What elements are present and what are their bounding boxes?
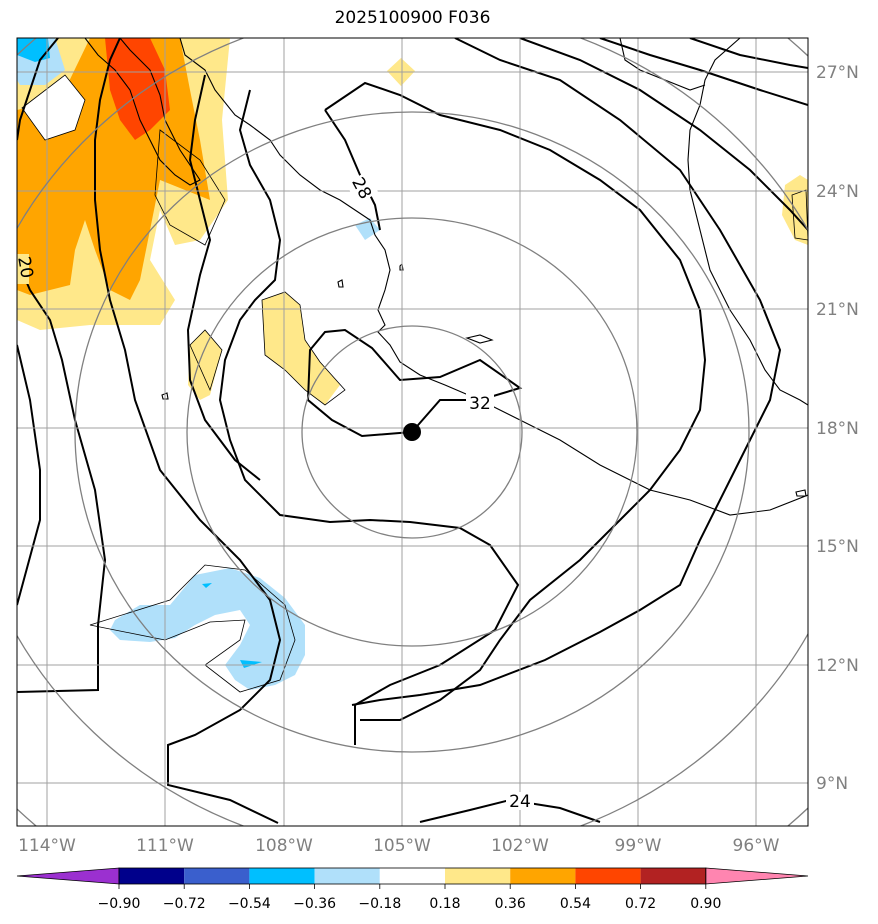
shade-red-nw: [105, 38, 170, 140]
colorbar-segment: [510, 868, 576, 884]
shade-cyan-sw1: [202, 583, 212, 588]
colorbar-segment: [184, 868, 250, 884]
lat-label: 27°N: [816, 63, 859, 83]
lon-label: 102°W: [491, 836, 549, 856]
shade-yellow-east: [782, 175, 808, 245]
isoline-20-east3: [689, 38, 808, 69]
map-title: 2025100900 F036: [334, 8, 491, 28]
lon-label: 99°W: [615, 836, 662, 856]
isoline-24-west2: [17, 38, 59, 141]
shade-white-nw: [22, 75, 85, 140]
lat-label: 15°N: [816, 537, 859, 557]
lat-axis-labels: 27°N 24°N 21°N 18°N 15°N 12°N 9°N: [816, 63, 859, 794]
lat-label: 21°N: [816, 300, 859, 320]
colorbar-tick-labels: −0.90 −0.72 −0.54 −0.36 −0.18 0.18 0.36 …: [98, 896, 722, 912]
thin-contours: [21, 74, 808, 693]
colorbar-extend-min: [16, 867, 120, 885]
shade-cyan-nw: [17, 38, 50, 62]
thick-isolines: [17, 38, 808, 824]
range-ring-3: [74, 111, 750, 753]
colorbar-tick-label: 0.18: [429, 896, 460, 912]
colorbar-tick-label: 0.54: [560, 896, 591, 912]
gridlines: [17, 38, 808, 826]
colorbar-segment: [379, 868, 445, 884]
coast-islet3: [465, 334, 494, 344]
lon-label: 105°W: [373, 836, 431, 856]
map-frame: [16, 37, 809, 827]
colorbar-segment: [575, 868, 641, 884]
isoline-20-east2: [519, 38, 808, 231]
isoline-24-east: [351, 38, 782, 706]
coast-inner: [619, 38, 706, 91]
isoline-28b: [324, 109, 381, 231]
colorbar-tick-label: −0.90: [98, 896, 141, 912]
shade-cyan-sw2: [240, 660, 262, 668]
shade-yellow-c1: [262, 292, 340, 405]
lon-label: 114°W: [18, 836, 76, 856]
colorbar-tick-label: 0.72: [625, 896, 656, 912]
colorbar-segment: [119, 868, 185, 884]
lon-label: 108°W: [255, 836, 313, 856]
lon-label: 96°W: [733, 836, 780, 856]
isoline-28c: [218, 89, 520, 745]
coast-islet1: [337, 279, 344, 288]
colorbar-tick-label: −0.72: [163, 896, 206, 912]
colorbar-tick-label: −0.54: [228, 896, 271, 912]
colorbar-tick-label: −0.18: [358, 896, 401, 912]
range-ring-2: [186, 217, 638, 647]
coast-mainland-west: [179, 38, 808, 516]
colorbar-tick-label: 0.90: [690, 896, 721, 912]
lat-label: 12°N: [816, 656, 859, 676]
coast-islet5: [795, 489, 807, 497]
storm-center-marker: [403, 423, 421, 441]
lat-label: 18°N: [816, 419, 859, 439]
isoline-32: [306, 328, 523, 438]
colorbar: −0.90 −0.72 −0.54 −0.36 −0.18 0.18 0.36 …: [16, 867, 809, 912]
isoline-20: [17, 259, 107, 693]
contour-label-20: 20: [13, 255, 36, 280]
colorbar-ticks: [118, 884, 707, 889]
colorbar-frame: [118, 867, 707, 885]
lat-label: 9°N: [816, 774, 848, 794]
coast-islet2: [399, 262, 404, 271]
colorbar-extend-max: [705, 867, 809, 885]
lon-axis-labels: 114°W 111°W 108°W 105°W 102°W 99°W 96°W: [18, 836, 780, 856]
coast-gulf-mexico: [687, 38, 808, 406]
colorbar-segment: [445, 868, 511, 884]
isoline-28d: [186, 74, 261, 481]
colorbar-segment: [640, 868, 706, 884]
colorbar-segment: [249, 868, 315, 884]
colorbar-tick-label: 0.36: [495, 896, 526, 912]
lon-label: 111°W: [136, 836, 194, 856]
isoline-20b: [17, 344, 41, 606]
shade-blue-sw: [110, 568, 305, 690]
range-ring-1: [301, 325, 523, 539]
lat-label: 24°N: [816, 182, 859, 202]
isoline-28: [324, 81, 707, 721]
isoline-24-west: [94, 38, 282, 824]
contour-label-32: 32: [469, 394, 491, 414]
colorbar-segment: [314, 868, 380, 884]
isoline-20-east: [599, 38, 808, 106]
shade-yellow-c2: [188, 330, 222, 400]
contour-label-24: 24: [509, 792, 531, 812]
colorbar-tick-label: −0.36: [293, 896, 336, 912]
